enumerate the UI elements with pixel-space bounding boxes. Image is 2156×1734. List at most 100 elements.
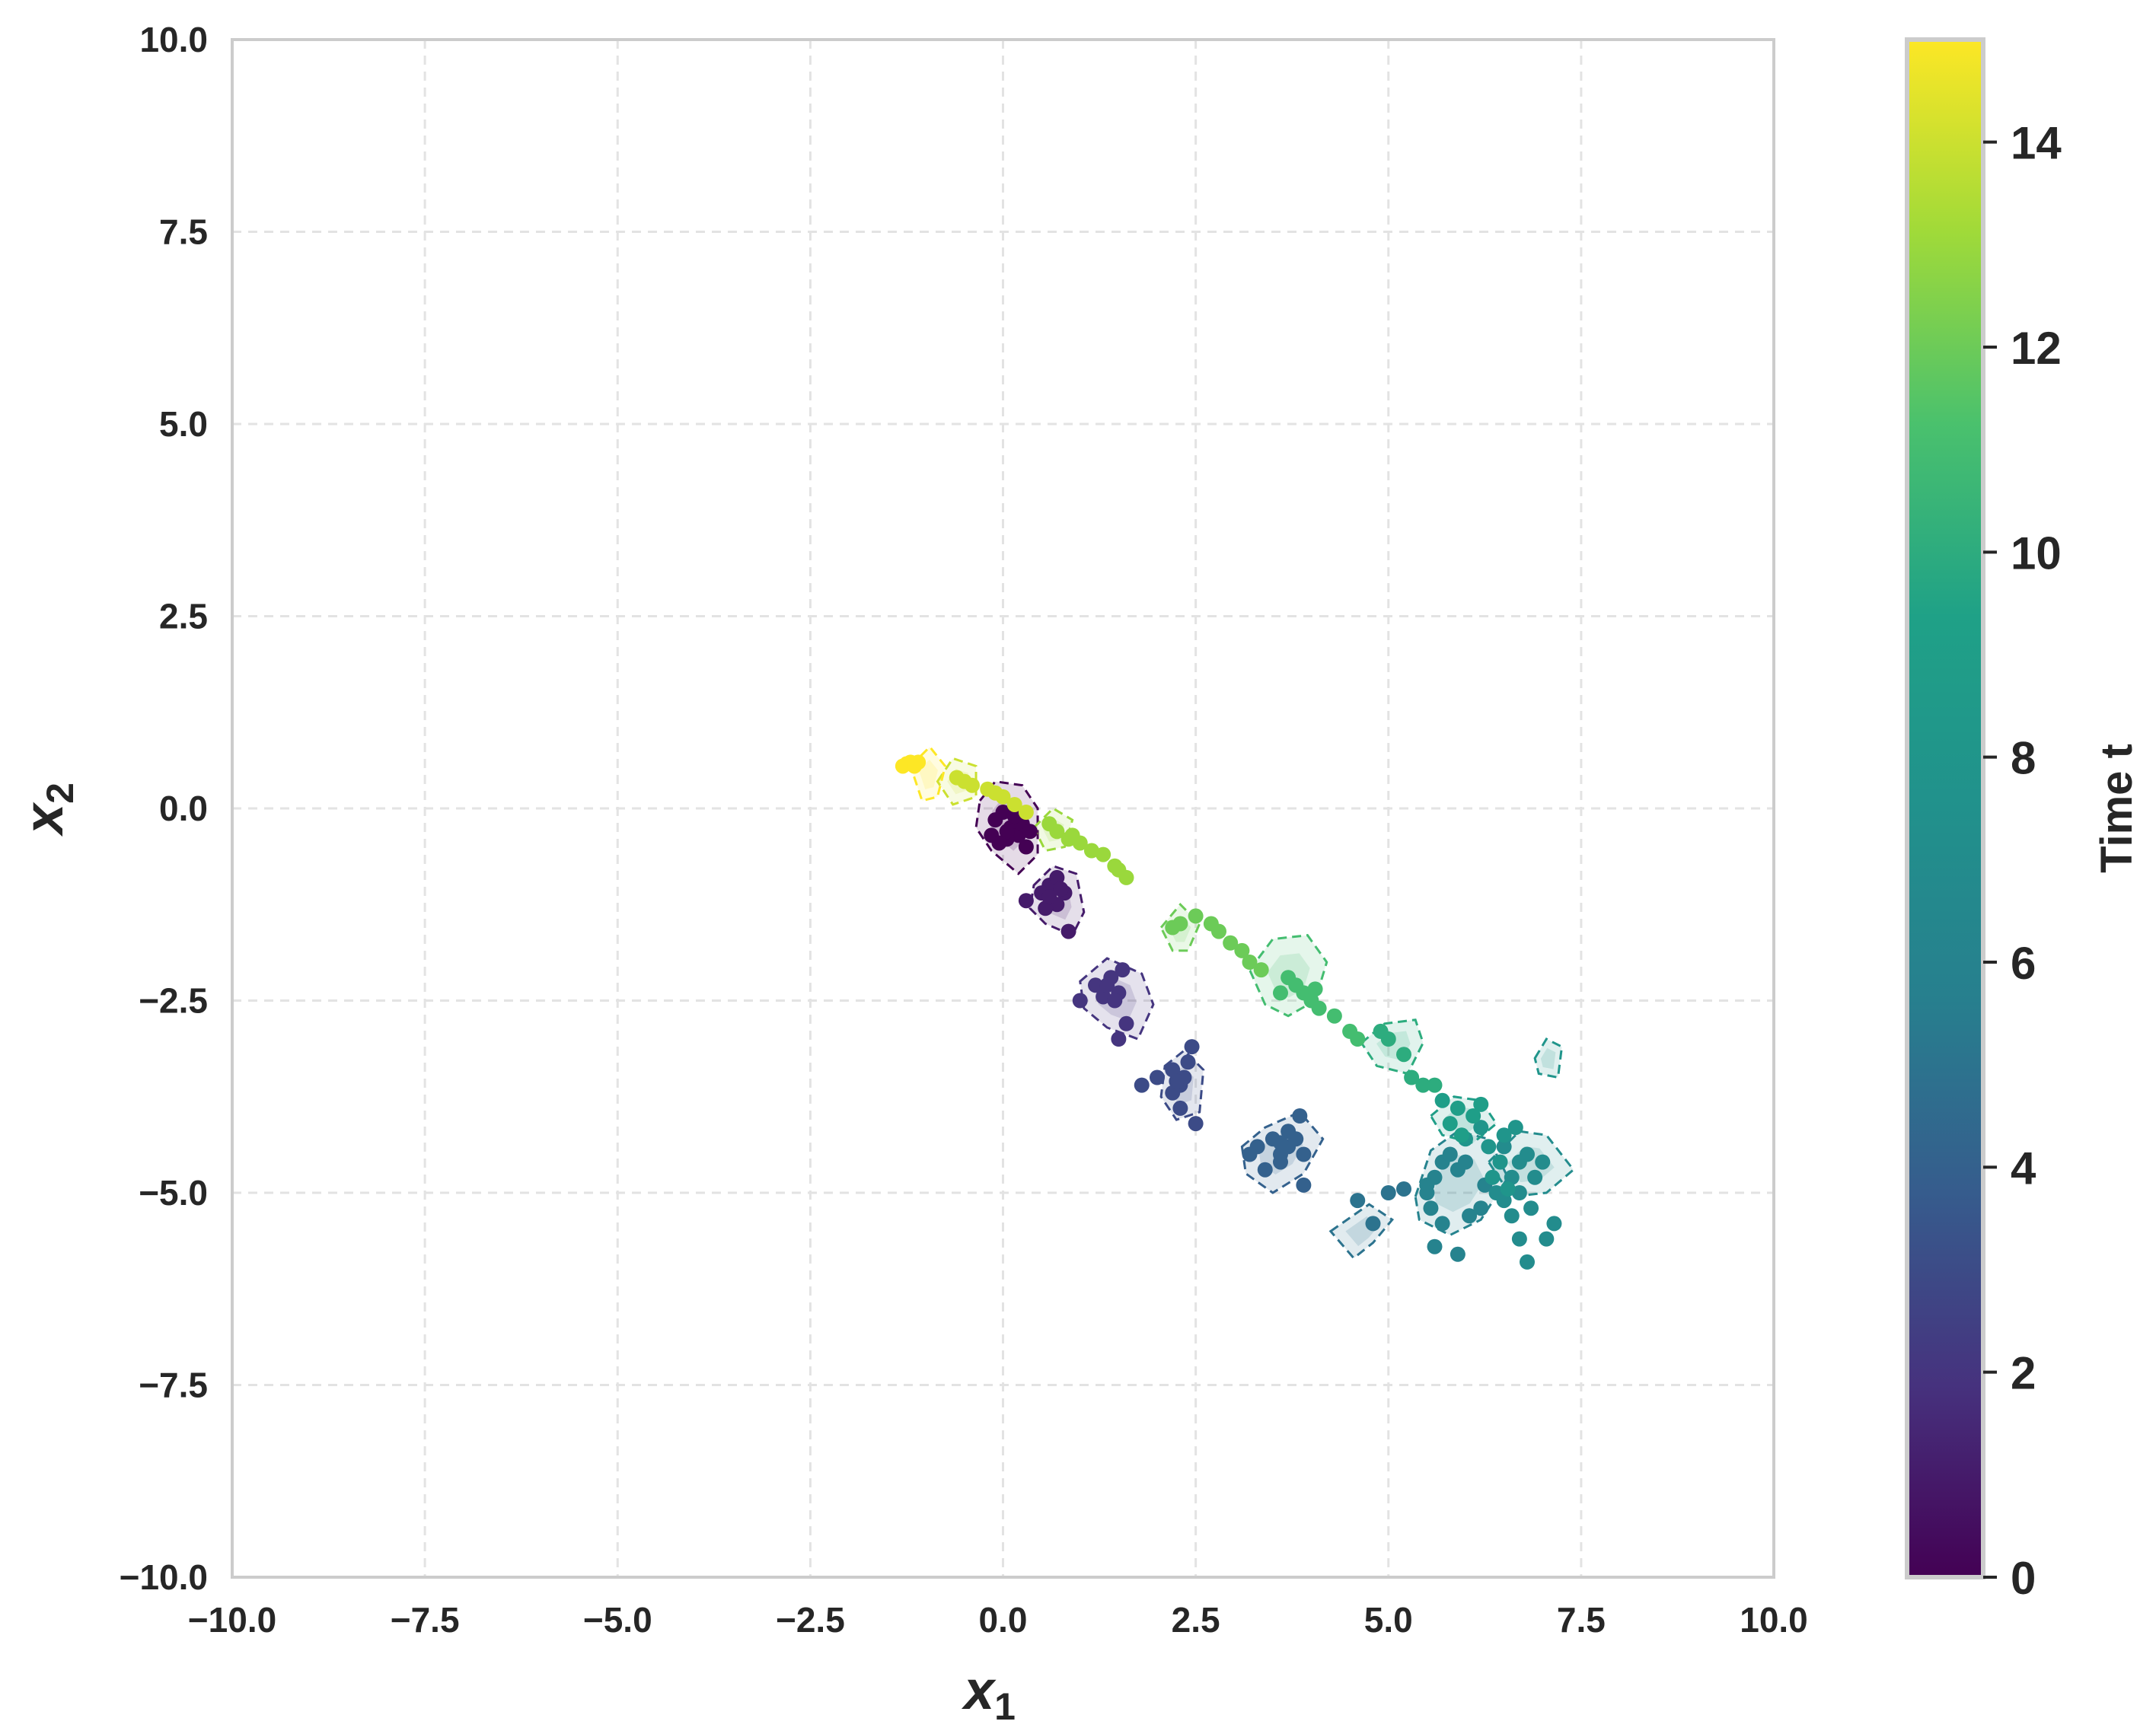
data-point (1434, 1092, 1450, 1108)
y-axis-label-subscript: 2 (39, 783, 81, 804)
data-point (1311, 1000, 1327, 1016)
data-point (1396, 1047, 1411, 1063)
data-point (1188, 908, 1204, 924)
data-point (1006, 796, 1022, 812)
x-tick-label: 2.5 (1172, 1600, 1220, 1640)
data-point (1373, 1023, 1389, 1039)
data-point (1307, 981, 1323, 997)
data-point (1415, 1077, 1431, 1093)
density-contour-14 (936, 757, 978, 806)
data-point (1326, 1008, 1342, 1024)
colorbar-tick-label: 10 (2011, 528, 2062, 579)
data-point (1107, 993, 1123, 1009)
data-point (1423, 1200, 1439, 1216)
data-point (1150, 1069, 1165, 1085)
data-point (1404, 1069, 1420, 1085)
data-point (1396, 1181, 1411, 1197)
data-point (1242, 1146, 1258, 1162)
data-point (1115, 962, 1131, 978)
data-point (1481, 1139, 1497, 1155)
data-point (1169, 1073, 1185, 1089)
data-point (1018, 839, 1034, 855)
density-contour-12 (1159, 903, 1201, 952)
data-point (1253, 962, 1269, 978)
density-contour-3 (1159, 1049, 1205, 1121)
y-tick-label: −5.0 (139, 1173, 208, 1213)
plot-area (231, 38, 1775, 1579)
colorbar-tick-label: 4 (2011, 1143, 2036, 1194)
x-tick-label: −10.0 (188, 1600, 276, 1640)
x-tick-label: 0.0 (979, 1600, 1028, 1640)
colorbar-ticks: 0 2 4 6 8 10 12 14 (1983, 118, 2062, 1604)
data-point (1038, 900, 1054, 916)
x-axis-label-subscript: 1 (994, 1685, 1016, 1728)
data-point (1511, 1185, 1527, 1200)
y-tick-label: 7.5 (159, 212, 208, 252)
data-point (1010, 827, 1026, 843)
data-point (1118, 1015, 1134, 1031)
y-tick-label: 0.0 (159, 789, 208, 828)
y-tick-label: −10.0 (120, 1557, 208, 1597)
y-tick-label: −2.5 (139, 981, 208, 1021)
density-contour-1 (1029, 865, 1086, 937)
data-point (1242, 955, 1258, 970)
data-point (1111, 1031, 1127, 1047)
data-point (1165, 1085, 1181, 1101)
x-axis-label: x1 (961, 1660, 1016, 1728)
data-point (1111, 862, 1127, 878)
data-point (1511, 1231, 1527, 1247)
y-tick-label: 5.0 (159, 404, 208, 444)
data-point (1292, 1108, 1308, 1124)
data-point (1049, 824, 1065, 840)
data-point (1473, 1096, 1489, 1112)
x-tick-label: 7.5 (1557, 1600, 1606, 1640)
y-axis-label-main: x (14, 802, 75, 837)
x-tick-label: −2.5 (776, 1600, 845, 1640)
data-point (1496, 1127, 1512, 1143)
data-point (1288, 977, 1304, 993)
colorbar-tick-label: 2 (2011, 1348, 2036, 1399)
data-point (1466, 1108, 1481, 1124)
colorbar-tick-label: 8 (2011, 733, 2036, 784)
data-point (1172, 1100, 1188, 1116)
colorbar-tick-label: 0 (2011, 1553, 2036, 1604)
y-tick-label: 2.5 (159, 597, 208, 636)
data-point (1296, 1177, 1312, 1193)
data-point (1485, 1169, 1501, 1185)
data-point (1453, 1127, 1469, 1143)
data-point (1365, 1216, 1381, 1232)
density-contour-6 (1414, 1130, 1510, 1237)
x-tick-label: 5.0 (1364, 1600, 1413, 1640)
colorbar: 0 2 4 6 8 10 12 14 Time t (1905, 37, 2142, 1604)
data-point (1257, 1162, 1273, 1178)
data-point (1527, 1169, 1543, 1185)
y-tick-label: 10.0 (139, 20, 208, 59)
data-point (1427, 1077, 1443, 1093)
data-point (1523, 1200, 1539, 1216)
density-contour-5 (1328, 1203, 1395, 1260)
data-point (1041, 889, 1057, 905)
data-point (1211, 923, 1226, 939)
data-point (907, 758, 923, 774)
data-point (1434, 1216, 1450, 1232)
data-point (1380, 1185, 1396, 1200)
x-axis-ticks: −10.0 −7.5 −5.0 −2.5 0.0 2.5 5.0 7.5 10.0 (188, 1600, 1808, 1640)
data-point (1064, 827, 1080, 843)
data-point (1018, 893, 1034, 909)
density-contour-4 (1240, 1111, 1325, 1194)
data-point (1500, 1181, 1516, 1197)
data-point (1488, 1185, 1504, 1200)
data-point (1060, 923, 1076, 939)
data-point (1504, 1169, 1520, 1185)
data-point (1072, 993, 1088, 1009)
density-contour-9 (1429, 1095, 1498, 1144)
data-point (1450, 1246, 1466, 1262)
data-point (1535, 1154, 1551, 1170)
data-point (1520, 1146, 1535, 1162)
data-point (1273, 1135, 1288, 1151)
data-point (956, 773, 972, 789)
density-core-6 (1434, 1155, 1485, 1213)
data-point (1083, 843, 1099, 859)
data-point (1473, 1120, 1489, 1136)
